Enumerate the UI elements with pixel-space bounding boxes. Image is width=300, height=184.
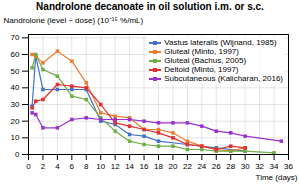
svg-text:10: 10: [11, 133, 20, 142]
html-text:Vastus lateralis (Wijnand, 198: Vastus lateralis (Wijnand, 1985): [164, 38, 277, 47]
svg-text:16: 16: [140, 162, 149, 171]
html-text:Deltoid (Minto, 1997): Deltoid (Minto, 1997): [164, 65, 239, 74]
html-text:Nandrolone decanoate in oil so: Nandrolone decanoate in oil solution i.m…: [36, 1, 264, 12]
svg-text:20: 20: [168, 162, 177, 171]
svg-text:30: 30: [241, 162, 250, 171]
svg-text:26: 26: [212, 162, 221, 171]
svg-text:14: 14: [125, 162, 134, 171]
svg-text:6: 6: [70, 162, 75, 171]
svg-text:2: 2: [41, 162, 46, 171]
svg-text:10: 10: [96, 162, 105, 171]
svg-text:50: 50: [11, 67, 20, 76]
svg-text:36: 36: [284, 162, 293, 171]
svg-text:12: 12: [111, 162, 120, 171]
svg-text:4: 4: [55, 162, 60, 171]
svg-text:20: 20: [11, 117, 20, 126]
html-text:Gluteal (Bachus, 2005): Gluteal (Bachus, 2005): [164, 56, 247, 65]
svg-text:28: 28: [226, 162, 235, 171]
svg-text:8: 8: [84, 162, 89, 171]
svg-text:22: 22: [183, 162, 192, 171]
svg-text:30: 30: [11, 100, 20, 109]
svg-text:18: 18: [154, 162, 163, 171]
svg-text:Nandrolone (level ÷ dose) (10⁻: Nandrolone (level ÷ dose) (10⁻¹⁵ %/mL): [4, 16, 144, 25]
html-text:Subcutaneous (Kalicharan, 2016: Subcutaneous (Kalicharan, 2016): [164, 74, 283, 83]
html-text:Gluteal (Minto, 1997): Gluteal (Minto, 1997): [164, 47, 239, 56]
svg-text:0: 0: [26, 162, 31, 171]
svg-text:60: 60: [11, 50, 20, 59]
svg-text:32: 32: [255, 162, 264, 171]
svg-text:70: 70: [11, 33, 20, 42]
svg-text:Time (days): Time (days): [256, 173, 298, 182]
svg-text:40: 40: [11, 83, 20, 92]
svg-text:34: 34: [270, 162, 279, 171]
svg-text:24: 24: [197, 162, 206, 171]
svg-text:0: 0: [15, 150, 20, 159]
